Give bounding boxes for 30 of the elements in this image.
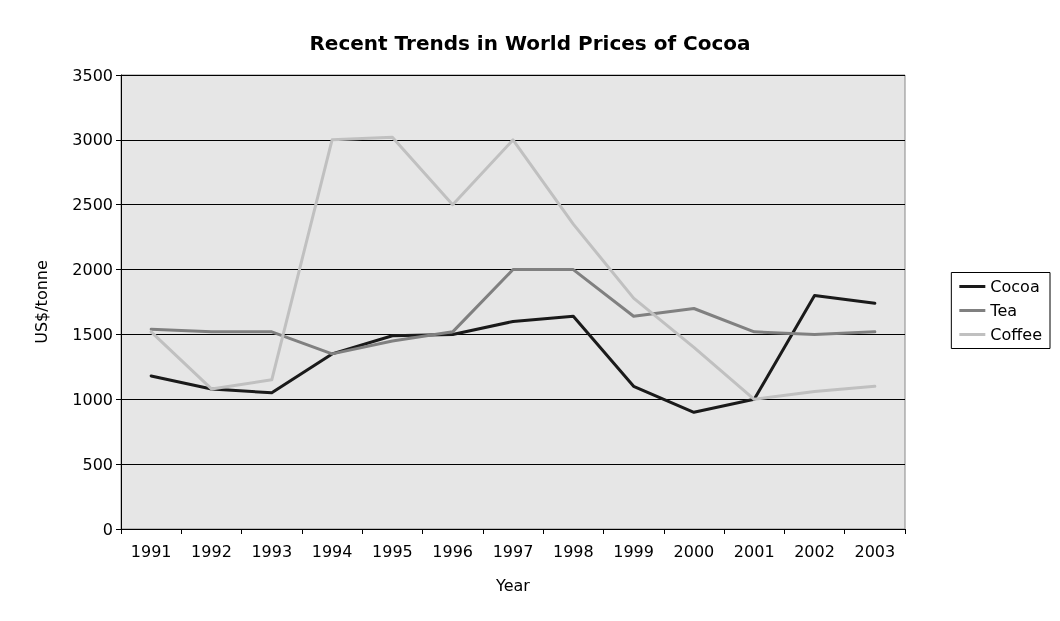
line-series [149, 135, 877, 401]
legend-label: Tea [989, 301, 1018, 320]
x-tick-label: 1993 [251, 541, 293, 561]
x-tick-label: 1997 [492, 541, 534, 561]
y-tick-label: 1000 [72, 389, 113, 409]
y-axis-title: US$/tonne [31, 260, 51, 344]
x-tick-label: 1998 [552, 541, 594, 561]
line-series [149, 268, 877, 356]
x-tick-label: 2001 [733, 541, 775, 561]
x-tick-label: 1992 [191, 541, 232, 561]
y-tick-label: 500 [82, 454, 113, 474]
y-tick-label: 3500 [72, 65, 113, 85]
x-axis-title: Year [495, 575, 531, 595]
x-tick-label: 2000 [673, 541, 715, 561]
x-tick-label: 1991 [130, 541, 172, 561]
x-tick-label: 1995 [372, 541, 413, 561]
y-tick-label: 2500 [72, 195, 113, 215]
x-tick-label: 1999 [613, 541, 654, 561]
x-tick-label: 2002 [794, 541, 835, 561]
y-tick-label: 3000 [72, 130, 113, 150]
y-tick-label: 1500 [72, 324, 113, 344]
legend-label: Cocoa [990, 277, 1040, 296]
x-tick-label: 1996 [432, 541, 474, 561]
chart-title: Recent Trends in World Prices of Cocoa [309, 31, 751, 55]
y-tick-label: 0 [102, 519, 113, 539]
x-tick-label: 1994 [311, 541, 353, 561]
line-series [149, 294, 877, 414]
y-tick-label: 2000 [72, 260, 113, 280]
x-tick-label: 2003 [854, 541, 896, 561]
legend-label: Coffee [990, 325, 1042, 344]
